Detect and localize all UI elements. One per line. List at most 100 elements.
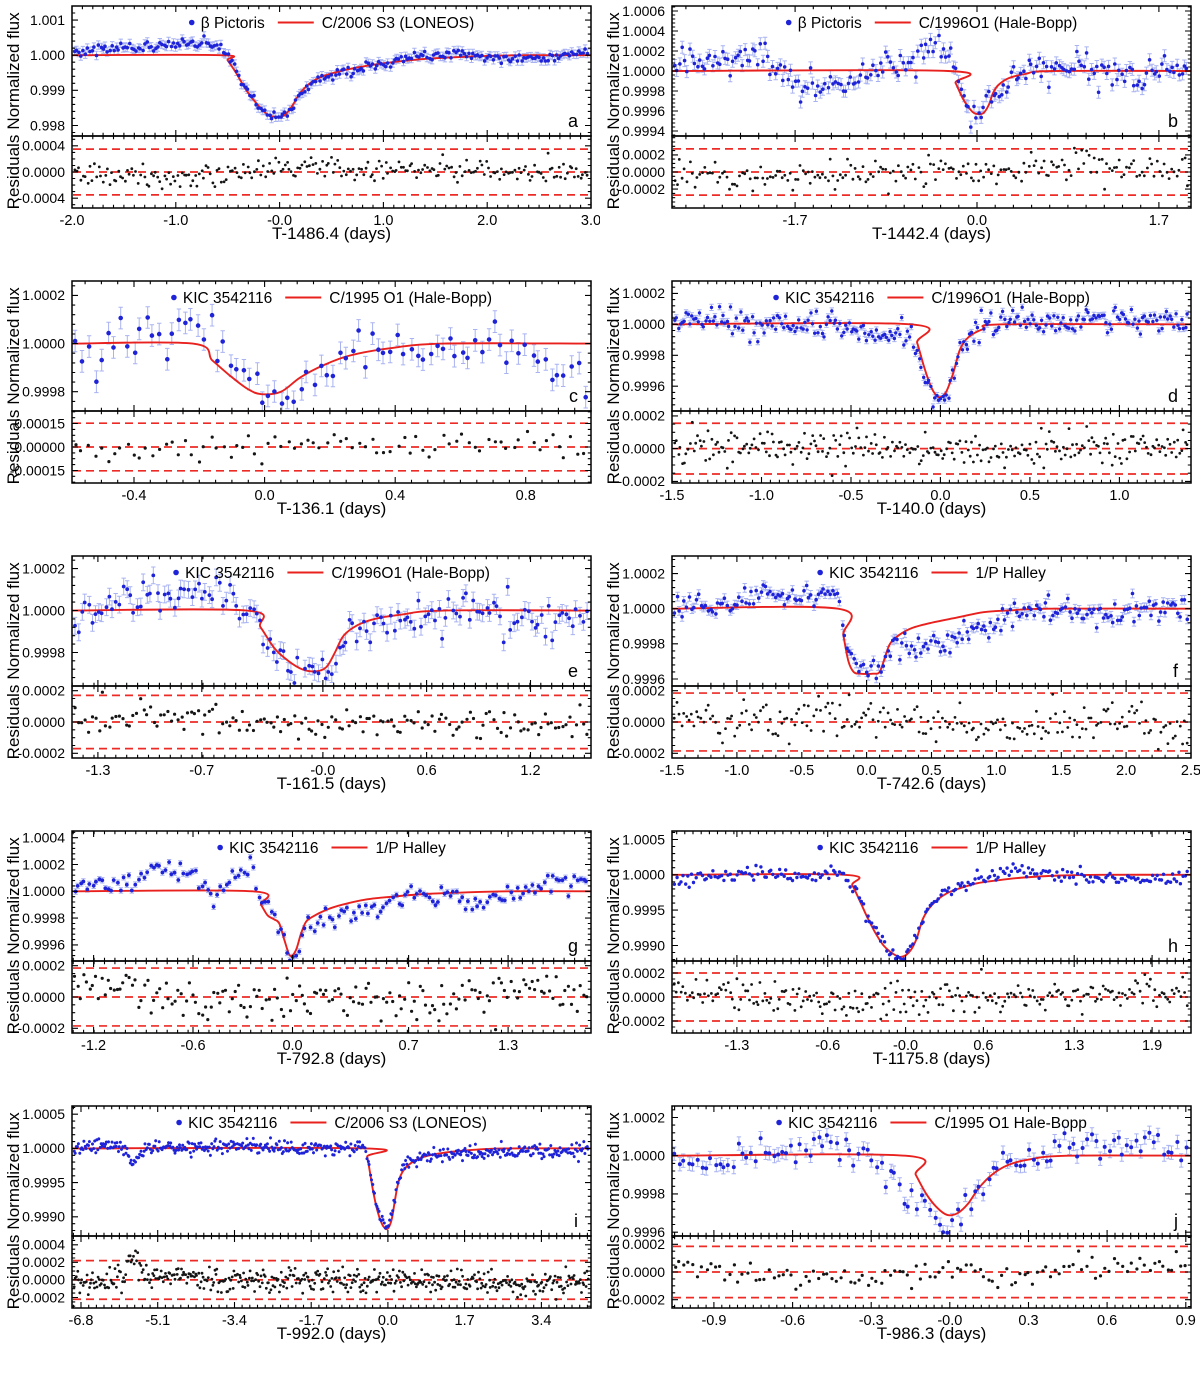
svg-text:-0.00015: -0.00015 <box>10 462 65 478</box>
legend-model-label: 1/P Halley <box>975 840 1046 857</box>
error-bars <box>72 566 590 686</box>
model-line <box>672 322 1191 399</box>
svg-text:1.0004: 1.0004 <box>22 830 65 846</box>
panel-g: Normalized flux Residuals 0.9996 0.9998 1.… <box>0 825 600 1100</box>
main-plot-box <box>71 1105 592 1237</box>
svg-text:-1.2: -1.2 <box>81 1038 106 1054</box>
svg-text:0.8: 0.8 <box>516 488 536 504</box>
svg-text:1.0005: 1.0005 <box>22 1106 65 1122</box>
panel-f-plot: 0.9996 0.9998 1.0000 1.0002 0.0002 0.0000 -0.0… <box>618 555 1200 779</box>
svg-text:-1.5: -1.5 <box>660 763 685 779</box>
svg-text:0.0002: 0.0002 <box>622 1236 665 1252</box>
flux-series <box>672 580 1191 684</box>
svg-text:0.9995: 0.9995 <box>622 902 665 918</box>
svg-text:-1.5: -1.5 <box>660 488 685 504</box>
svg-text:1.0000: 1.0000 <box>622 601 665 617</box>
panel-i: Normalized flux Residuals 0.9990 0.9995 1.… <box>0 1100 600 1375</box>
svg-text:0.9998: 0.9998 <box>622 636 665 652</box>
panel-f: Normalized flux Residuals 0.9996 0.9998 1.… <box>600 550 1200 825</box>
svg-text:-0.6: -0.6 <box>181 1038 206 1054</box>
svg-text:0.0: 0.0 <box>967 213 987 229</box>
data-points <box>672 583 1190 681</box>
svg-text:1.0000: 1.0000 <box>622 316 665 332</box>
svg-text:1.0002: 1.0002 <box>622 1109 665 1125</box>
error-bars <box>672 29 1189 134</box>
tick-labels: 0.99960.99981.00001.00021.00040.00020.00… <box>18 830 519 1054</box>
legend: β Pictoris C/2006 S3 (LONEOS) <box>188 15 474 32</box>
panel-a: Normalized flux Residuals 0.998 0.999 1.00… <box>0 0 600 275</box>
error-bars <box>72 303 588 411</box>
panel-letter: c <box>569 386 578 406</box>
svg-text:0.4: 0.4 <box>385 488 405 504</box>
residual-plot-box <box>671 960 1192 1034</box>
model-line <box>72 341 591 396</box>
svg-text:1.0004: 1.0004 <box>622 23 665 39</box>
residual-plot-box <box>71 410 592 484</box>
panel-e-plot: 0.9998 1.0000 1.0002 0.0002 0.0000 -0.0002 -1.… <box>18 555 592 779</box>
svg-text:0.998: 0.998 <box>30 117 65 133</box>
axis-ticks <box>671 280 1192 483</box>
x-axis-label: T-986.3 (days) <box>876 1324 987 1343</box>
x-axis-label: T-1486.4 (days) <box>271 224 392 243</box>
svg-text:1.0006: 1.0006 <box>622 3 665 19</box>
svg-text:1.0000: 1.0000 <box>22 335 65 351</box>
svg-text:-1.3: -1.3 <box>724 1038 749 1054</box>
panel-d: Normalized flux Residuals 0.9996 0.9998 1.… <box>600 275 1200 550</box>
svg-text:0.5: 0.5 <box>921 763 941 779</box>
svg-text:-2.0: -2.0 <box>60 213 85 229</box>
tick-labels: 0.9994 0.9996 0.9998 1.0000 1.0002 1.0004 1.00… <box>618 3 1169 229</box>
panel-b-plot: 0.9994 0.9996 0.9998 1.0000 1.0002 1.0004 1.00… <box>618 3 1192 229</box>
svg-text:0.9: 0.9 <box>1176 1313 1196 1329</box>
residual-guide-lines <box>73 967 590 1027</box>
legend-data-marker <box>817 569 823 576</box>
legend-model-label: 1/P Halley <box>375 840 446 857</box>
legend-data-marker <box>173 569 179 576</box>
svg-text:2.0: 2.0 <box>1116 763 1136 779</box>
axis-ticks <box>672 1106 1191 1308</box>
data-points <box>73 855 588 961</box>
legend: KIC 3542116 1/P Halley <box>817 565 1046 582</box>
legend-data-marker <box>817 844 823 851</box>
axis-ticks <box>671 556 1192 758</box>
residual-plot-box <box>71 960 592 1034</box>
panel-a-plot: 0.998 0.999 1.000 1.001 0.0004 0.0000 -0.0004 -… <box>18 5 600 229</box>
svg-text:1.0000: 1.0000 <box>622 867 665 883</box>
svg-text:-1.3: -1.3 <box>85 763 110 779</box>
residual-guide-lines <box>673 972 1190 1022</box>
svg-text:-0.0: -0.0 <box>893 1038 918 1054</box>
error-bars <box>672 1125 1189 1236</box>
svg-text:0.0000: 0.0000 <box>622 714 665 730</box>
svg-text:-0.0002: -0.0002 <box>618 473 666 489</box>
svg-text:1.0000: 1.0000 <box>22 602 65 618</box>
svg-text:1.0000: 1.0000 <box>622 63 665 79</box>
svg-text:-1.0: -1.0 <box>163 213 188 229</box>
panel-letter: b <box>1168 111 1178 131</box>
svg-text:0.0002: 0.0002 <box>622 682 665 698</box>
flux-series <box>672 29 1191 134</box>
svg-text:0.0000: 0.0000 <box>22 1272 65 1288</box>
tick-labels: 0.9990 0.9995 1.0000 1.0005 0.0002 0.0000 -0.0… <box>618 831 1163 1054</box>
svg-text:0.9996: 0.9996 <box>22 937 65 953</box>
svg-text:1.3: 1.3 <box>1064 1038 1084 1054</box>
legend: KIC 3542116 C/1996O1 (Hale-Bopp) <box>173 565 490 582</box>
residual-points <box>72 1249 590 1301</box>
svg-text:1.7: 1.7 <box>455 1313 475 1329</box>
panel-j-plot: 0.9996 0.9998 1.0000 1.0002 0.0002 0.0000 -0.0… <box>618 1105 1196 1329</box>
panel-letter: d <box>1168 386 1178 406</box>
svg-text:-1.0: -1.0 <box>749 488 774 504</box>
svg-text:0.0004: 0.0004 <box>22 1237 65 1253</box>
legend-data-marker <box>171 294 177 301</box>
panel-letter: e <box>568 661 578 681</box>
svg-text:1.0000: 1.0000 <box>22 1140 65 1156</box>
svg-text:1.2: 1.2 <box>520 763 540 779</box>
legend-model-label: C/1996O1 (Hale-Bopp) <box>919 15 1078 32</box>
svg-text:0.9998: 0.9998 <box>622 1186 665 1202</box>
model-line <box>72 1146 591 1231</box>
tick-labels: 0.99900.99951.00001.00050.00040.00020.00… <box>18 1106 552 1329</box>
svg-text:0.0: 0.0 <box>254 488 274 504</box>
legend-model-label: 1/P Halley <box>975 565 1046 582</box>
residual-guide-lines <box>73 694 590 750</box>
svg-text:0.9996: 0.9996 <box>622 1224 665 1240</box>
panel-letter: f <box>1173 661 1179 681</box>
